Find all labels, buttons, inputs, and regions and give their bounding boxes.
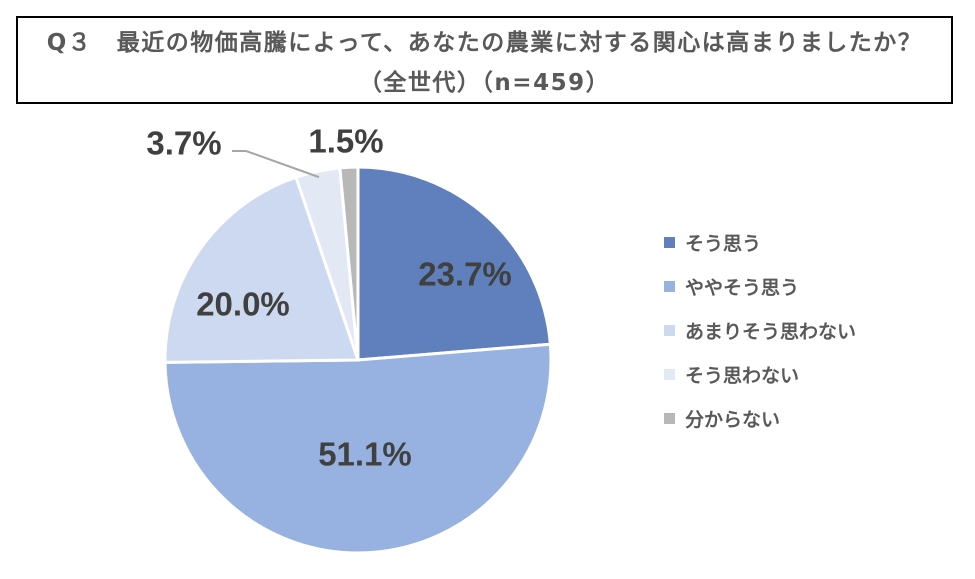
- legend-item: そう思う: [664, 230, 856, 255]
- legend-item: あまりそう思わない: [664, 318, 857, 343]
- legend-swatch: [664, 368, 675, 380]
- legend-label: そう思う: [685, 232, 762, 255]
- legend-swatch: [664, 324, 675, 336]
- legend-item: そう思わない: [664, 362, 856, 387]
- pie-slice: [163, 175, 360, 364]
- data-label: 20.0%: [196, 286, 290, 323]
- legend-item: 分からない: [664, 406, 856, 431]
- legend-item: ややそう思う: [664, 274, 856, 299]
- data-label: 23.7%: [418, 256, 512, 293]
- legend-label: ややそう思う: [685, 276, 800, 299]
- pie-slice: [338, 165, 360, 362]
- chart-subtitle: （全世代）（n=459）: [358, 70, 611, 96]
- legend-swatch: [664, 236, 675, 248]
- chart-title-box: Q３ 最近の物価高騰によって、あなたの農業に対する関心は高まりましたか？ （全世…: [16, 16, 953, 104]
- legend-swatch: [664, 280, 675, 292]
- legend-swatch: [664, 412, 675, 424]
- pie-slice: [356, 165, 552, 362]
- legend: そう思うややそう思うあまりそう思わない そう思わない 分からない: [664, 230, 857, 431]
- data-label: 51.1%: [318, 436, 412, 473]
- pie-slice: [163, 342, 553, 555]
- data-label: 3.7%: [146, 125, 221, 162]
- legend-label: あまりそう思わない: [685, 320, 857, 343]
- data-label: 1.5%: [308, 123, 383, 160]
- legend-label: 分からない: [685, 408, 781, 431]
- leader-line: [232, 150, 320, 179]
- chart-title: Q３ 最近の物価高騰によって、あなたの農業に対する関心は高まりましたか？: [46, 30, 923, 56]
- legend-label: そう思わない: [685, 364, 800, 387]
